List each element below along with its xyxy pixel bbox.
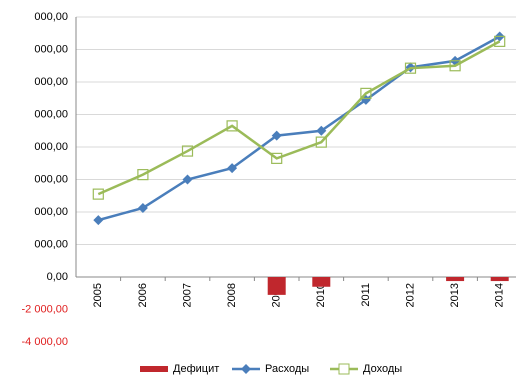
marker [316, 125, 327, 136]
bar [446, 277, 465, 282]
marker [404, 62, 417, 74]
marker [137, 169, 149, 181]
y-tick-label: 000,00 [34, 238, 68, 250]
y-tick-label: 000,00 [34, 108, 68, 120]
legend-marker [241, 364, 251, 374]
line [97, 40, 501, 196]
marker [360, 87, 372, 99]
marker [92, 188, 104, 200]
y-tick-label: 000,00 [34, 206, 68, 218]
legend-marker [338, 363, 350, 375]
marker [494, 35, 506, 47]
y-tick-label: 000,00 [34, 76, 68, 88]
y-tick-label: 000,00 [34, 173, 68, 185]
marker [449, 60, 461, 72]
legend-label: Расходы [265, 363, 309, 375]
x-tick-label: 2014 [494, 283, 506, 307]
bar [490, 277, 509, 282]
x-tick-label: 2011 [360, 283, 372, 307]
marker [182, 174, 193, 185]
y-tick-label: -2 000,00 [22, 303, 68, 315]
y-tick-label: -4 000,00 [22, 336, 68, 348]
bar [312, 277, 331, 287]
x-tick-label: 2005 [92, 283, 104, 307]
marker [181, 145, 194, 157]
x-tick-label: 2007 [181, 283, 193, 307]
y-tick-label: 000,00 [34, 11, 68, 23]
marker [271, 152, 283, 164]
marker [137, 202, 148, 213]
marker [93, 215, 104, 226]
marker [227, 163, 238, 174]
x-tick-label: 2008 [226, 283, 238, 307]
x-tick-label: 2012 [404, 283, 416, 307]
x-tick-label: 2006 [137, 283, 149, 307]
y-tick-label: 000,00 [34, 43, 68, 55]
line [97, 35, 501, 222]
bar [267, 277, 286, 295]
legend-label: Дефицит [173, 363, 219, 375]
legend-swatch [140, 366, 168, 372]
marker [271, 130, 282, 141]
marker [226, 120, 238, 132]
legend-label: Доходы [363, 363, 402, 375]
y-tick-label: 000,00 [34, 141, 68, 153]
x-tick-label: 2010 [315, 283, 327, 307]
x-tick-label: 2013 [449, 283, 461, 307]
y-tick-label: 0,00 [47, 271, 68, 283]
marker [315, 136, 327, 148]
